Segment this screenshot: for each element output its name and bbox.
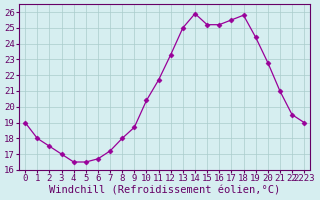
X-axis label: Windchill (Refroidissement éolien,°C): Windchill (Refroidissement éolien,°C) bbox=[49, 186, 280, 196]
